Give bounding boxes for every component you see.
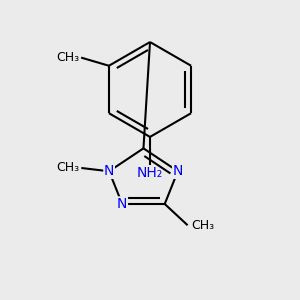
Text: CH₃: CH₃ xyxy=(191,219,214,232)
Text: CH₃: CH₃ xyxy=(56,161,80,175)
Text: CH₃: CH₃ xyxy=(56,51,80,64)
Text: N: N xyxy=(104,164,114,178)
Text: N: N xyxy=(117,197,128,211)
Text: NH₂: NH₂ xyxy=(137,167,163,180)
Text: N: N xyxy=(172,164,183,178)
